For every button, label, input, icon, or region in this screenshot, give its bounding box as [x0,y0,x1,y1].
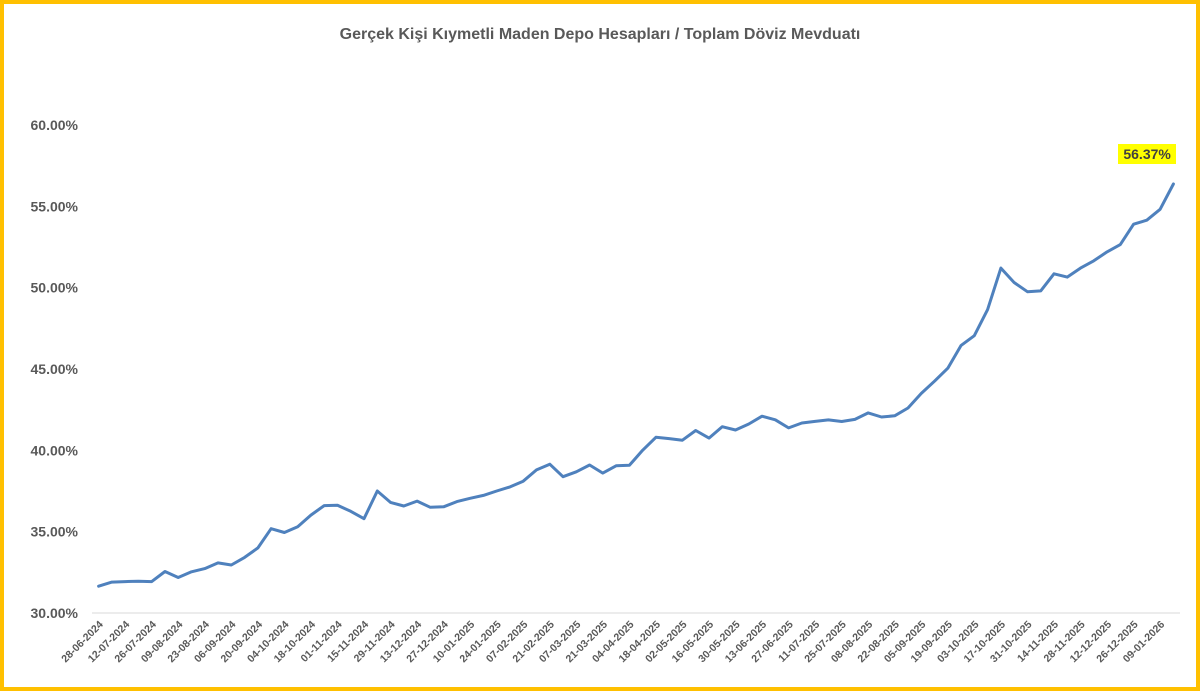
last-value-label: 56.37% [1118,144,1176,165]
series-line [97,182,1175,588]
y-tick-label: 40.00% [31,442,79,458]
y-tick-label: 50.00% [31,280,79,296]
y-tick-label: 30.00% [31,605,79,621]
chart-title: Gerçek Kişi Kıymetli Maden Depo Hesaplar… [339,26,861,43]
y-tick-label: 35.00% [31,524,79,540]
y-tick-label: 45.00% [31,361,79,377]
y-tick-label: 60.00% [31,117,79,133]
y-tick-label: 55.00% [31,198,79,214]
